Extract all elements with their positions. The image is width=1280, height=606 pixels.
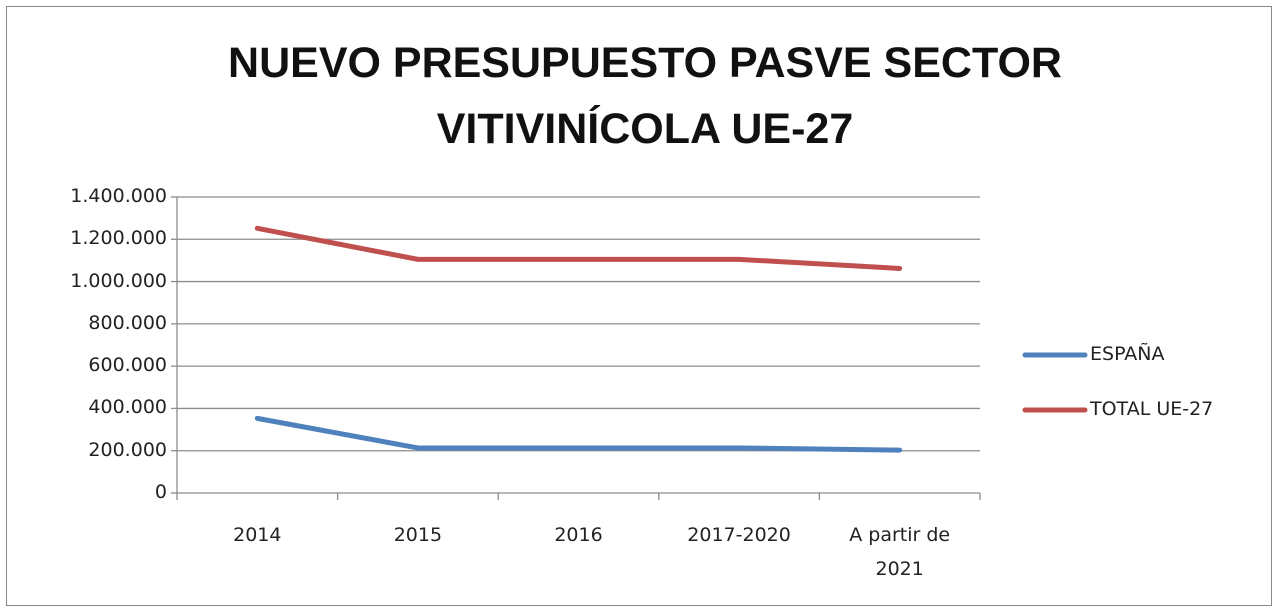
series-line (254, 415, 903, 453)
legend-label: TOTAL UE-27 (1090, 398, 1214, 420)
y-tick-label: 1.000.000 (70, 269, 167, 292)
x-tick-label: A partir de 2021 (849, 524, 951, 580)
y-tick-label: 1.400.000 (70, 185, 167, 207)
y-tick-label: 200.000 (88, 438, 167, 461)
x-tick-label: 2016 (554, 524, 603, 546)
x-tick-label: 2014 (233, 524, 282, 546)
y-tick-label: 600.000 (88, 354, 167, 377)
y-tick-label: 800.000 (88, 311, 167, 334)
chart-title: NUEVO PRESUPUESTO PASVE SECTOR VITIVINÍC… (228, 39, 1062, 153)
y-tick-label: 0 (154, 481, 167, 503)
series-line (254, 225, 903, 271)
x-tick-label: 2015 (393, 524, 443, 546)
y-tick-label: 400.000 (88, 396, 167, 419)
x-tick-label: 2017-2020 (687, 524, 791, 546)
legend-label: ESPAÑA (1090, 343, 1165, 365)
y-tick-label: 1.200.000 (70, 227, 167, 250)
